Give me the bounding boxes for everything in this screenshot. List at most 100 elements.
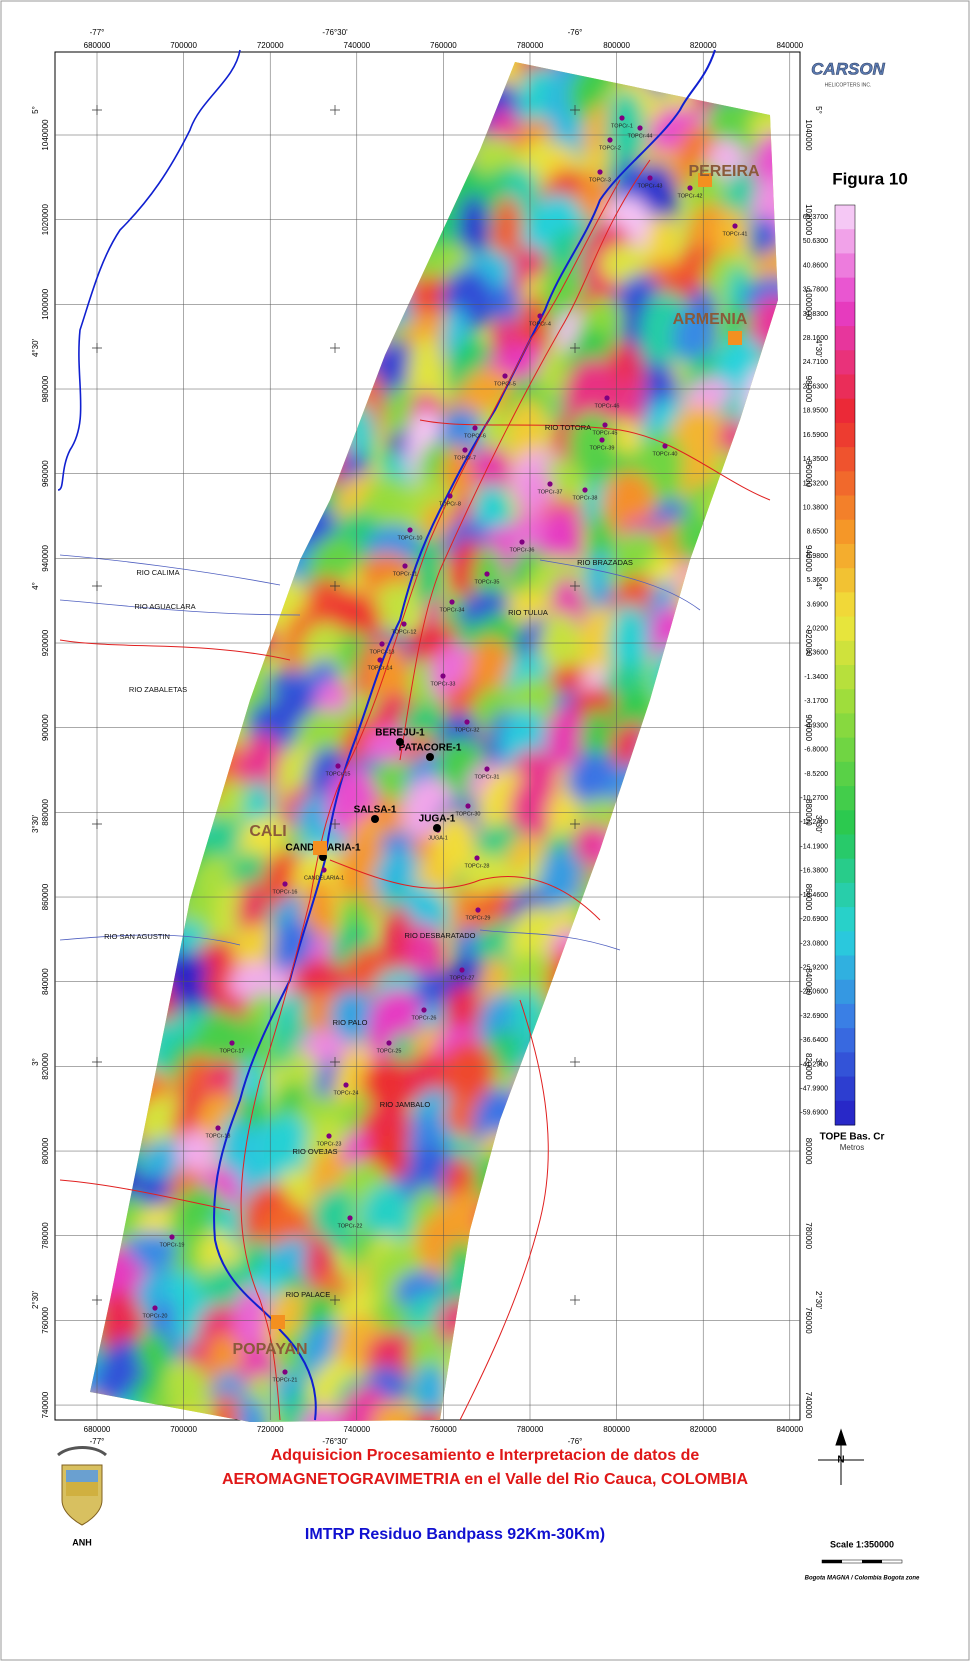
legend-swatch [835,738,855,763]
well-label: CANDELARIA-1 [304,875,344,881]
northing-label: 760000 [804,1307,813,1334]
legend-swatch [835,399,855,424]
well-label: TOPCr-12 [392,629,417,635]
title-line-1: Adquisicion Procesamiento e Interpretaci… [271,1447,700,1464]
legend-label: 28.1600 [803,335,828,342]
well-label: TOPCr-21 [273,1377,298,1383]
well-label: TOPCr-44 [628,133,653,139]
legend-label: -25.9200 [800,964,828,971]
legend-label: -14.1900 [800,843,828,850]
longitude-label: -76° [568,28,583,37]
datum: Bogota MAGNA / Colombia Bogota zone [805,1576,920,1582]
well [282,881,287,886]
northing-label: 920000 [41,629,50,656]
river-label: RIO OVEJAS [292,1147,337,1156]
well-label: TOPCr-22 [338,1223,363,1229]
legend-label: -8.5200 [804,771,828,778]
easting-label: 800000 [603,41,630,50]
legend-label: 18.9500 [803,408,828,415]
well [502,373,507,378]
well [377,657,382,662]
legend-label: 40.8600 [803,262,828,269]
legend-swatch [835,1052,855,1077]
well [379,641,384,646]
well-label: TOPCr-18 [206,1133,231,1139]
key-well-label: PATACORE-1 [399,743,462,754]
well [152,1305,157,1310]
well [582,487,587,492]
well [732,223,737,228]
well-label: TOPCr-8 [439,501,461,507]
well [687,185,692,190]
legend-swatch [835,907,855,932]
legend-label: 50.6300 [803,238,828,245]
legend-swatch [835,1028,855,1053]
well-label: TOPCr-30 [456,811,481,817]
legend-swatch [835,617,855,642]
well-label: TOPCr-15 [326,771,351,777]
latitude-label: 5° [814,106,823,114]
legend-label: 12.3200 [803,480,828,487]
latitude-label: 2°30' [814,1291,823,1310]
legend-label: 21.6300 [803,383,828,390]
well [484,766,489,771]
well [547,481,552,486]
well [599,437,604,442]
easting-label: 780000 [517,1425,544,1434]
key-well-label: JUGA-1 [419,814,456,825]
northing-label: 1020000 [41,204,50,236]
well [343,1082,348,1087]
northing-label: 800000 [804,1138,813,1165]
well-label: TOPCr-37 [538,489,563,495]
easting-label: 820000 [690,41,717,50]
legend-label: 8.6500 [807,529,829,536]
well [169,1234,174,1239]
legend-swatch [835,931,855,956]
legend-label: -23.0800 [800,940,828,947]
northing-label: 1000000 [41,288,50,320]
legend-swatch [835,447,855,472]
legend-label: 16.5900 [803,432,828,439]
legend-swatch [835,302,855,327]
river-label: RIO DESBARATADO [405,931,476,940]
well-label: TOPCr-7 [454,455,476,461]
legend-swatch [835,834,855,859]
easting-label: 800000 [603,1425,630,1434]
well [402,563,407,568]
legend-label: 35.7800 [803,287,828,294]
legend-label: -47.9900 [800,1086,828,1093]
legend-swatch [835,713,855,738]
longitude-label: -76° [568,1437,583,1446]
well-label: TOPCr-1 [611,123,633,129]
well-label: TOPCr-2 [599,145,621,151]
legend-swatch [835,956,855,981]
well [519,539,524,544]
latitude-label: 4°30' [31,338,40,357]
well-label: TOPCr-29 [466,915,491,921]
legend-label: 31.8300 [803,311,828,318]
northing-label: 780000 [41,1222,50,1249]
easting-label: 740000 [343,41,370,50]
well-label: TOPCr-32 [455,727,480,733]
legend-label: -41.2900 [800,1061,828,1068]
legend-swatch [835,496,855,521]
well [215,1125,220,1130]
well-label: JUGA-1 [428,835,448,841]
legend-swatch [835,520,855,545]
easting-label: 840000 [776,41,803,50]
well-label: TOPCr-46 [595,403,620,409]
latitude-label: 5° [31,106,40,114]
northing-label: 960000 [41,460,50,487]
well [537,313,542,318]
well [637,125,642,130]
well [602,422,607,427]
latitude-label: 3°30' [31,814,40,833]
well [440,673,445,678]
legend-label: -1.3400 [804,674,828,681]
river-label: RIO CALIMA [136,568,179,577]
legend-label: 14.3500 [803,456,828,463]
northing-label: 740000 [41,1391,50,1418]
legend-label: 10.3800 [803,504,828,511]
northing-label: 740000 [804,1392,813,1419]
legend-label: -10.2700 [800,795,828,802]
